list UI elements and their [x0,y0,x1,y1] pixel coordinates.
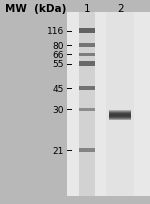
Text: 1: 1 [84,4,90,14]
Bar [109,120,131,121]
Bar [109,110,131,111]
Text: 2: 2 [117,4,123,14]
Bar [79,53,95,57]
Bar [79,87,95,91]
Bar [109,116,131,117]
Bar [109,113,131,114]
Bar [109,115,131,116]
Bar [79,62,95,67]
Bar [109,114,131,115]
Bar [106,13,134,196]
Text: 45: 45 [53,84,64,93]
Bar [109,119,131,120]
Bar [109,118,131,119]
Text: 55: 55 [53,60,64,69]
Bar [109,116,131,117]
Bar [109,119,131,120]
Bar [109,118,131,119]
Bar [79,13,95,196]
Bar [109,116,131,117]
Bar [109,111,131,112]
Bar [67,13,150,196]
Bar [109,115,131,116]
Bar [79,149,95,152]
Bar [109,120,131,121]
Bar [109,112,131,113]
Text: 116: 116 [47,27,64,36]
Bar [109,117,131,118]
Bar [109,116,131,117]
Bar [109,112,131,113]
Bar [79,44,95,48]
Bar [109,114,131,115]
Bar [79,108,95,111]
Text: MW  (kDa): MW (kDa) [5,4,66,14]
Bar [109,113,131,114]
Bar [109,112,131,113]
Bar [109,113,131,114]
Bar [109,115,131,116]
Bar [109,118,131,119]
Bar [109,117,131,118]
Bar [109,117,131,118]
Text: 66: 66 [53,51,64,60]
Bar [109,111,131,112]
Bar [109,119,131,120]
Text: 80: 80 [53,41,64,50]
Bar [109,111,131,112]
Text: 30: 30 [53,105,64,114]
Bar [109,117,131,118]
Bar [109,114,131,115]
Bar [109,118,131,119]
Bar [79,29,95,34]
Bar [109,115,131,116]
Text: 21: 21 [53,146,64,155]
